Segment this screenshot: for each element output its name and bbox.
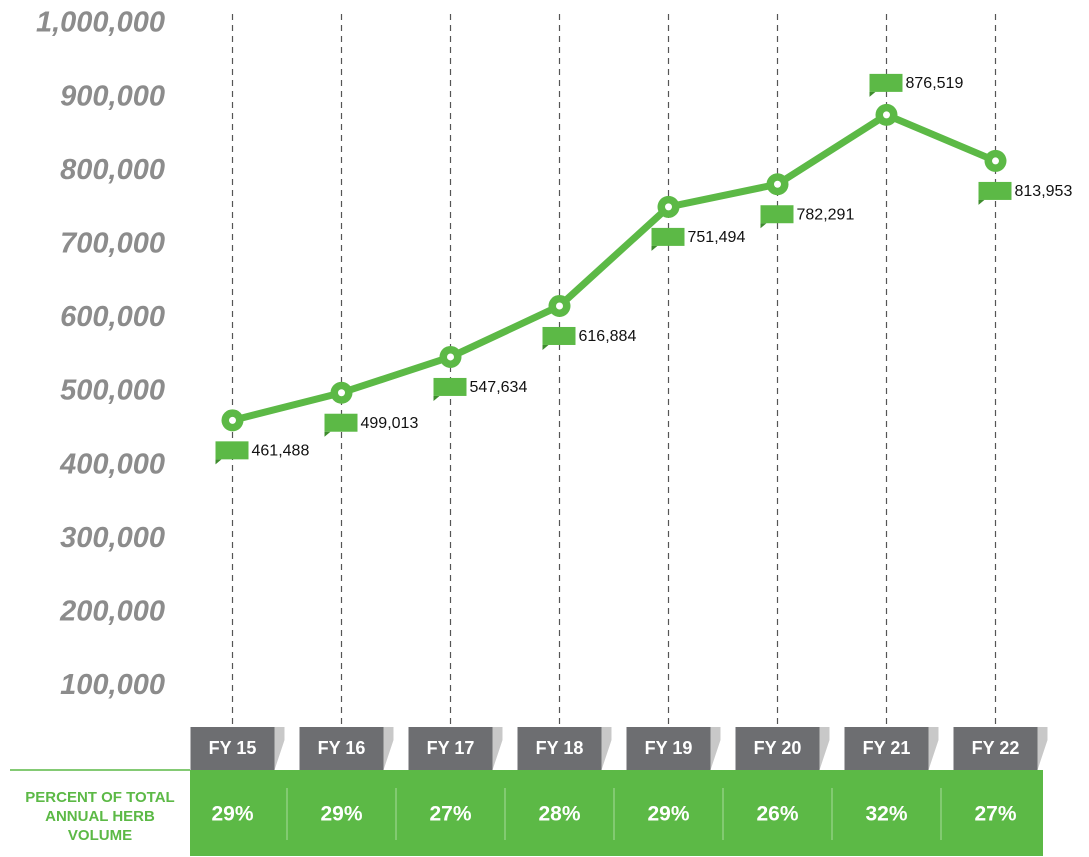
- point-center: [338, 389, 345, 397]
- y-tick-label: 400,000: [59, 448, 165, 480]
- label-flag: [978, 181, 1012, 200]
- label-flag: [542, 326, 576, 345]
- x-tick-label: FY 17: [427, 738, 475, 758]
- percent-row-label: PERCENT OF TOTAL ANNUAL HERB VOLUME: [25, 789, 175, 844]
- category-tab-shadow: [819, 727, 830, 770]
- percent-label: 29%: [211, 803, 253, 826]
- category-tab: [517, 727, 602, 770]
- data-label: 782,291: [797, 206, 855, 223]
- x-tick-label: FY 22: [972, 738, 1020, 758]
- label-flag: [760, 205, 794, 224]
- label-flag: [869, 73, 903, 92]
- category-tab: [844, 727, 929, 770]
- category-tab-shadow: [492, 727, 503, 770]
- label-flag-tail: [433, 395, 440, 401]
- category-tab-shadow: [601, 727, 612, 770]
- point-center: [229, 416, 236, 424]
- y-tick-label: 500,000: [60, 375, 165, 407]
- data-label: 876,519: [906, 75, 964, 92]
- category-tab-shadow: [383, 727, 394, 770]
- percent-label: 28%: [538, 803, 580, 826]
- label-flag-tail: [215, 459, 222, 465]
- y-tick-label: 900,000: [60, 80, 165, 112]
- y-tick-label: 700,000: [60, 227, 165, 259]
- data-label: 499,013: [361, 415, 419, 432]
- data-label: 616,884: [579, 328, 637, 345]
- point-center: [556, 302, 563, 310]
- category-tab: [408, 727, 493, 770]
- y-tick-label: 800,000: [60, 154, 165, 186]
- point-center: [883, 111, 890, 119]
- data-label: 751,494: [688, 229, 746, 246]
- x-tick-label: FY 21: [863, 738, 911, 758]
- percent-label: 32%: [865, 803, 907, 826]
- data-label: 461,488: [252, 443, 310, 460]
- point-center: [774, 180, 781, 188]
- line: [231, 111, 997, 424]
- category-tab-shadow: [1037, 727, 1048, 770]
- y-tick-label: 600,000: [60, 301, 165, 333]
- y-tick-label: 100,000: [60, 669, 165, 701]
- x-tick-label: FY 20: [754, 738, 802, 758]
- category-tab: [299, 727, 384, 770]
- y-tick-label: 200,000: [59, 595, 165, 627]
- label-flag-tail: [760, 223, 767, 229]
- label-flag: [651, 227, 685, 246]
- percent-label: 29%: [647, 803, 689, 826]
- x-tick-label: FY 18: [536, 738, 584, 758]
- category-tab: [626, 727, 711, 770]
- category-tab: [953, 727, 1038, 770]
- label-flag-tail: [978, 199, 985, 205]
- point-center: [447, 353, 454, 361]
- label-flag-tail: [324, 431, 331, 437]
- label-flag: [215, 441, 249, 460]
- label-flag-tail: [651, 245, 658, 251]
- category-tab-shadow: [928, 727, 939, 770]
- percent-label: 29%: [320, 803, 362, 826]
- percent-band: [190, 770, 1043, 856]
- label-flag: [433, 377, 467, 396]
- data-label: 547,634: [470, 379, 528, 396]
- y-tick-label: 1,000,000: [36, 7, 165, 39]
- category-tab: [190, 727, 275, 770]
- point-center: [665, 203, 672, 211]
- data-label: 813,953: [1015, 183, 1073, 200]
- percent-label: 27%: [429, 803, 471, 826]
- label-flag-tail: [542, 344, 549, 350]
- label-flag: [324, 413, 358, 432]
- y-tick-label: 300,000: [60, 522, 165, 554]
- category-tab: [735, 727, 820, 770]
- x-tick-label: FY 16: [318, 738, 366, 758]
- percent-label: 27%: [974, 803, 1016, 826]
- point-center: [992, 157, 999, 165]
- category-tab-shadow: [710, 727, 721, 770]
- label-flag-tail: [869, 91, 876, 97]
- percent-label: 26%: [756, 803, 798, 826]
- x-tick-label: FY 15: [209, 738, 257, 758]
- category-tab-shadow: [274, 727, 285, 770]
- x-tick-label: FY 19: [645, 738, 693, 758]
